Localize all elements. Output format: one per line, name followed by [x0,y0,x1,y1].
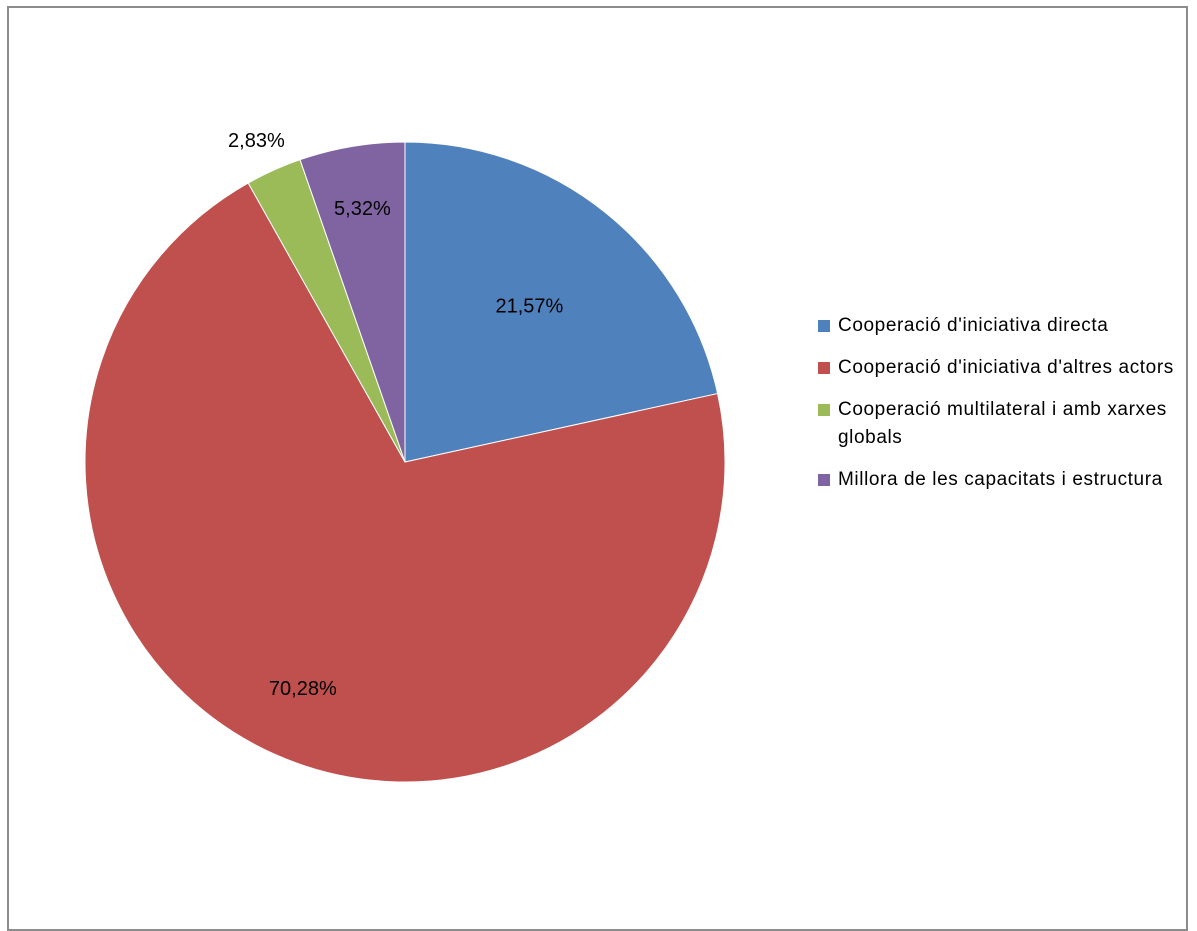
legend-label-multilateral: Cooperació multilateral i amb xarxes glo… [838,399,1167,448]
pie-slices [84,141,726,783]
legend-swatch-capacitats [818,474,830,486]
legend-item-capacitats: Millora de les capacitats i estructura [818,466,1178,494]
legend-item-altres-actors: Cooperació d'iniciativa d'altres actors [818,354,1178,382]
legend-label-capacitats: Millora de les capacitats i estructura [838,469,1163,490]
legend-item-multilateral: Cooperació multilateral i amb xarxes glo… [818,396,1178,452]
legend-swatch-altres-actors [818,362,830,374]
legend-swatch-directa [818,320,830,332]
data-label-altres-actors: 70,28% [269,678,337,700]
legend: Cooperació d'iniciativa directa Cooperac… [818,312,1178,508]
data-label-capacitats: 5,32% [334,198,391,220]
pie-slice-altres-actors [84,182,726,783]
pie-slice-capacitats [299,141,406,463]
legend-swatch-multilateral [818,404,830,416]
legend-item-directa: Cooperació d'iniciativa directa [818,312,1178,340]
legend-label-directa: Cooperació d'iniciativa directa [838,315,1109,336]
data-label-directa: 21,57% [495,296,563,318]
pie-data-labels: 21,57% 70,28% 2,83% 5,32% [228,130,563,700]
pie-slice-directa [404,141,719,463]
data-label-multilateral: 2,83% [228,130,285,152]
legend-label-altres-actors: Cooperació d'iniciativa d'altres actors [838,357,1174,378]
